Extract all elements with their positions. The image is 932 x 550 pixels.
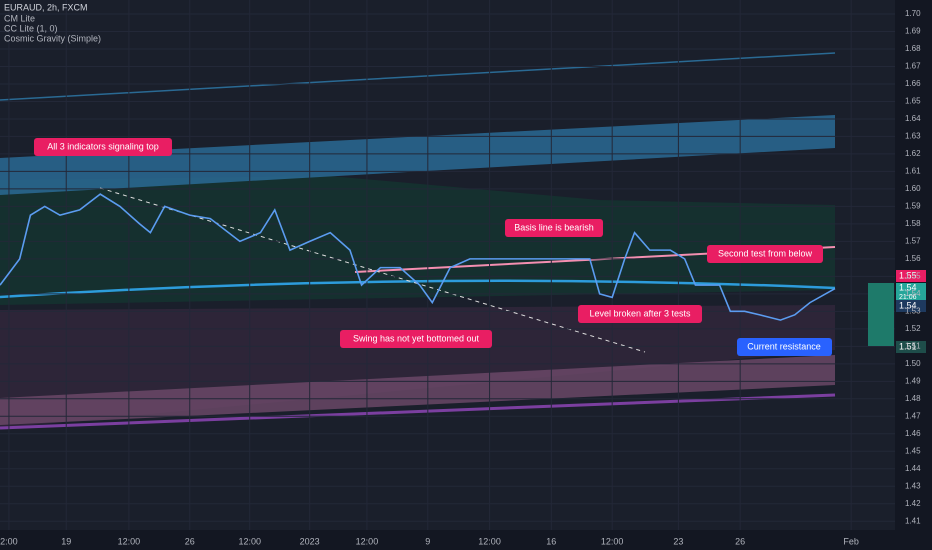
y-tick-label: 1.43	[905, 481, 921, 490]
x-tick-label: 2023	[300, 536, 320, 546]
indicator: CM Lite	[4, 13, 35, 23]
annotation: Second test from below	[718, 248, 813, 258]
x-tick-label: 9	[425, 536, 430, 546]
lower-line	[0, 393, 836, 430]
price-label: 1.54	[899, 282, 917, 292]
price-label: 1.51	[899, 341, 917, 351]
lower-band	[0, 355, 835, 425]
trend-line	[99, 187, 646, 353]
y-tick-label: 1.59	[905, 202, 921, 211]
y-tick-label: 1.66	[905, 79, 921, 88]
annotation: Current resistance	[747, 341, 821, 351]
price-label: 1.55	[899, 270, 917, 280]
y-tick-label: 1.50	[905, 359, 921, 368]
y-tick-label: 1.67	[905, 62, 921, 71]
price-tag	[896, 341, 926, 353]
y-tick-label: 1.51	[905, 341, 921, 350]
annotation-box	[707, 245, 823, 263]
upper-band	[0, 115, 835, 195]
price-tag	[896, 283, 926, 303]
annotations: All 3 indicators signaling top Basis lin…	[34, 138, 832, 356]
mid-zone	[0, 176, 835, 305]
annotation-box	[340, 330, 492, 348]
y-tick-label: 1.56	[905, 254, 921, 263]
y-tick-label: 1.49	[905, 376, 921, 385]
annotation: Swing has not yet bottomed out	[353, 333, 480, 343]
x-tick-label: Feb	[843, 536, 859, 546]
price-line	[0, 193, 836, 321]
y-tick-label: 1.54	[905, 289, 921, 298]
y-tick-label: 1.42	[905, 499, 921, 508]
price-label: 1.54	[899, 300, 917, 310]
y-tick-label: 1.58	[905, 219, 921, 228]
price-tag	[896, 300, 926, 312]
x-tick-label: 12:00	[118, 536, 141, 546]
y-tick-label: 1.55	[905, 271, 921, 280]
x-tick-label: 12:00	[601, 536, 624, 546]
annotation-box	[34, 138, 172, 156]
y-tick-label: 1.53	[905, 306, 921, 315]
x-tick-label: 26	[185, 536, 195, 546]
x-tick-label: 12:00	[356, 536, 379, 546]
price-tag	[896, 270, 926, 282]
annotation-box	[578, 305, 702, 323]
y-tick-label: 1.45	[905, 446, 921, 455]
y-tick-label: 1.41	[905, 516, 921, 525]
x-tick-label: 2:00	[0, 536, 18, 546]
x-tick-label: 16	[546, 536, 556, 546]
position-box	[868, 283, 894, 346]
basis-line	[0, 279, 836, 299]
y-tick-label: 1.68	[905, 44, 921, 53]
y-tick-label: 1.63	[905, 132, 921, 141]
annotation: Level broken after 3 tests	[589, 308, 691, 318]
indicator: CC Lite (1, 0)	[4, 23, 58, 33]
y-tick-label: 1.48	[905, 394, 921, 403]
upper-line	[0, 52, 836, 101]
y-tick-label: 1.62	[905, 149, 921, 158]
y-tick-label: 1.60	[905, 184, 921, 193]
x-tick-label: 12:00	[238, 536, 261, 546]
y-tick-label: 1.70	[905, 9, 921, 18]
annotation: All 3 indicators signaling top	[47, 141, 159, 151]
x-tick-label: 26	[735, 536, 745, 546]
annotation-box	[737, 338, 832, 356]
indicator: Cosmic Gravity (Simple)	[4, 33, 101, 43]
annotation: Basis line is bearish	[514, 222, 594, 232]
y-tick-label: 1.61	[905, 167, 921, 176]
x-tick-label: 12:00	[478, 536, 501, 546]
symbol: EURAUD, 2h, FXCM	[4, 2, 88, 12]
y-tick-label: 1.46	[905, 429, 921, 438]
x-tick-label: 23	[673, 536, 683, 546]
y-tick-label: 1.47	[905, 411, 921, 420]
price-label: 21:06	[899, 294, 917, 301]
y-tick-label: 1.64	[905, 114, 921, 123]
y-tick-label: 1.52	[905, 324, 921, 333]
y-tick-label: 1.69	[905, 27, 921, 36]
y-tick-label: 1.65	[905, 97, 921, 106]
y-tick-label: 1.44	[905, 464, 921, 473]
y-tick-label: 1.57	[905, 236, 921, 245]
x-tick-label: 19	[61, 536, 71, 546]
annotation-box	[505, 219, 603, 237]
